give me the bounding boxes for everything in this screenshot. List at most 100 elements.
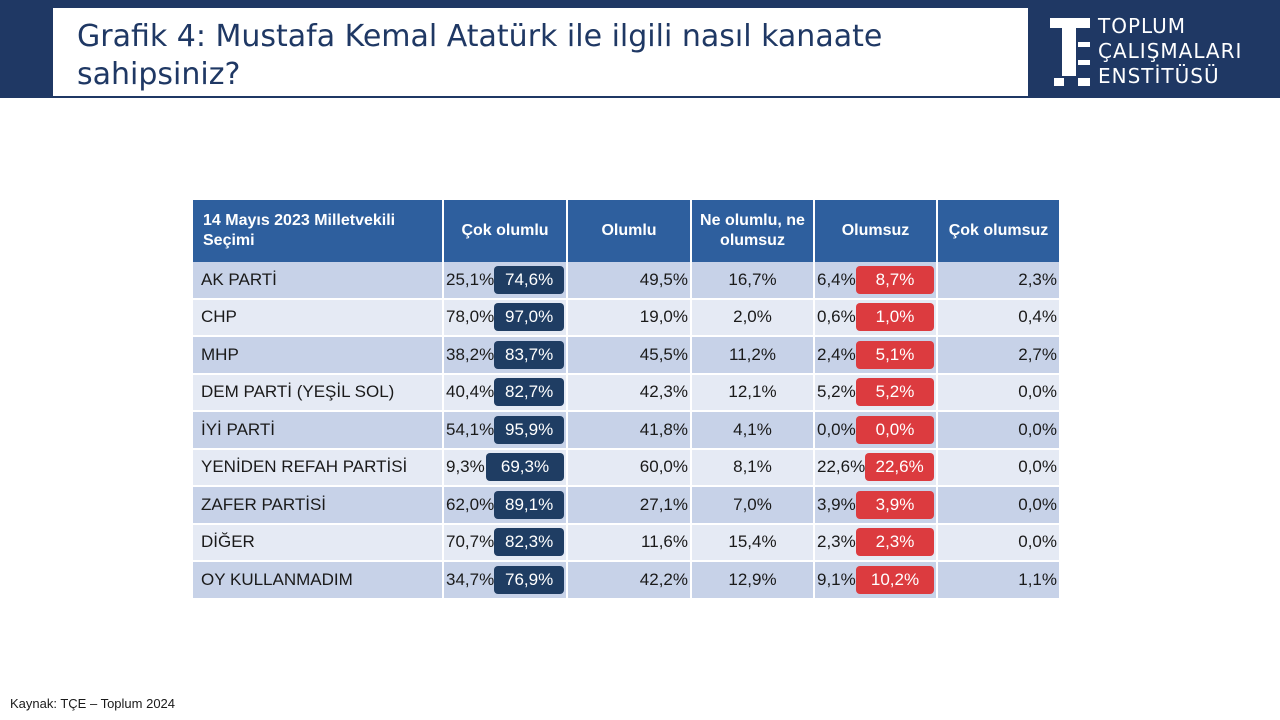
header-olumsuz: Olumsuz	[814, 200, 938, 262]
negative-total-badge: 22,6%	[865, 453, 934, 482]
positive-total-badge: 83,7%	[494, 340, 564, 369]
table-row: DEM PARTİ (YEŞİL SOL) 40,4% 82,7% 42,3% 12,1…	[193, 373, 1061, 412]
negative-total-badge: 8,7%	[856, 265, 934, 294]
cok-olumsuz-cell: 1,1%	[937, 561, 1061, 600]
olumsuz-value: 5,2%	[817, 382, 856, 402]
olumsuz-value: 9,1%	[817, 569, 856, 589]
party-name-cell: AK PARTİ	[193, 262, 444, 300]
positive-total-badge: 76,9%	[494, 565, 564, 594]
slide-title: Grafik 4: Mustafa Kemal Atatürk ile ilgi…	[77, 19, 883, 92]
logo-line-2: ÇALIŞMALARI	[1098, 39, 1243, 63]
olumlu-cell: 42,2%	[567, 561, 692, 600]
header-cok-olumlu: Çok olumlu	[443, 200, 568, 262]
cok-olumlu-value: 38,2%	[446, 344, 495, 364]
negative-total-badge: 5,1%	[856, 340, 934, 369]
olumsuz-cell: 2,3% 2,3%	[814, 523, 938, 562]
institute-logo: TOPLUM ÇALIŞMALARI ENSTİTÜSÜ	[1040, 12, 1275, 90]
positive-total-badge: 82,3%	[494, 528, 564, 557]
positive-total-badge: 82,7%	[494, 378, 564, 407]
negative-total-badge: 10,2%	[856, 565, 934, 594]
olumsuz-value: 0,0%	[817, 419, 856, 439]
header-cok-olumsuz: Çok olumsuz	[937, 200, 1061, 262]
negative-total-badge: 3,9%	[856, 490, 934, 519]
olumlu-cell: 49,5%	[567, 262, 692, 300]
title-box: Grafik 4: Mustafa Kemal Atatürk ile ilgi…	[53, 8, 1028, 96]
cok-olumlu-value: 70,7%	[446, 532, 495, 552]
olumsuz-cell: 9,1% 10,2%	[814, 561, 938, 600]
cok-olumlu-value: 34,7%	[446, 569, 495, 589]
header-ne-olumlu-ne-olumsuz: Ne olumlu, ne olumsuz	[691, 200, 815, 262]
table-row: OY KULLANMADIM 34,7% 76,9% 42,2% 12,9% 9,1% 10…	[193, 561, 1061, 600]
cok-olumlu-value: 25,1%	[446, 269, 495, 289]
cok-olumlu-cell: 62,0% 89,1%	[443, 486, 568, 525]
olumsuz-value: 22,6%	[817, 457, 866, 477]
ne-olumlu-cell: 12,1%	[691, 373, 815, 412]
header-band: Grafik 4: Mustafa Kemal Atatürk ile ilgi…	[0, 0, 1280, 98]
olumsuz-cell: 22,6% 22,6%	[814, 448, 938, 487]
olumsuz-value: 2,4%	[817, 344, 856, 364]
olumlu-cell: 19,0%	[567, 298, 692, 337]
olumsuz-cell: 0,6% 1,0%	[814, 298, 938, 337]
olumsuz-value: 3,9%	[817, 494, 856, 514]
positive-total-badge: 74,6%	[494, 265, 564, 294]
olumsuz-value: 6,4%	[817, 269, 856, 289]
table-row: MHP 38,2% 83,7% 45,5% 11,2% 2,4% 5,1% 2,7%	[193, 336, 1061, 375]
cok-olumlu-cell: 25,1% 74,6%	[443, 262, 568, 300]
ne-olumlu-cell: 16,7%	[691, 262, 815, 300]
table-row: ZAFER PARTİSİ 62,0% 89,1% 27,1% 7,0% 3,9% 3,9%…	[193, 486, 1061, 525]
olumlu-cell: 27,1%	[567, 486, 692, 525]
cok-olumsuz-cell: 0,0%	[937, 486, 1061, 525]
olumsuz-cell: 0,0% 0,0%	[814, 411, 938, 450]
logo-line-3: ENSTİTÜSÜ	[1098, 64, 1220, 88]
logo-text: TOPLUM ÇALIŞMALARI ENSTİTÜSÜ	[1098, 14, 1278, 89]
cok-olumlu-value: 54,1%	[446, 419, 495, 439]
logo-mark-icon	[1050, 18, 1090, 86]
cok-olumsuz-cell: 2,3%	[937, 262, 1061, 300]
cok-olumlu-cell: 78,0% 97,0%	[443, 298, 568, 337]
ne-olumlu-cell: 7,0%	[691, 486, 815, 525]
cok-olumlu-cell: 70,7% 82,3%	[443, 523, 568, 562]
party-name-cell: DEM PARTİ (YEŞİL SOL)	[193, 373, 444, 412]
table-header-row: 14 Mayıs 2023 Milletvekili Seçimi Çok ol…	[193, 200, 1061, 262]
cok-olumlu-cell: 54,1% 95,9%	[443, 411, 568, 450]
positive-total-badge: 97,0%	[494, 303, 564, 332]
table-row: AK PARTİ 25,1% 74,6% 49,5% 16,7% 6,4% 8,7% 2,3%	[193, 262, 1061, 300]
ne-olumlu-cell: 8,1%	[691, 448, 815, 487]
cok-olumsuz-cell: 0,0%	[937, 448, 1061, 487]
opinion-table: 14 Mayıs 2023 Milletvekili Seçimi Çok ol…	[193, 200, 1061, 600]
cok-olumlu-cell: 9,3% 69,3%	[443, 448, 568, 487]
cok-olumsuz-cell: 0,0%	[937, 411, 1061, 450]
party-name-cell: YENİDEN REFAH PARTİSİ	[193, 448, 444, 487]
table-row: DİĞER 70,7% 82,3% 11,6% 15,4% 2,3% 2,3% 0,0%	[193, 523, 1061, 562]
cok-olumlu-value: 9,3%	[446, 457, 485, 477]
table-row: YENİDEN REFAH PARTİSİ 9,3% 69,3% 60,0% 8,1% 2…	[193, 448, 1061, 487]
olumlu-cell: 60,0%	[567, 448, 692, 487]
negative-total-badge: 1,0%	[856, 303, 934, 332]
cok-olumsuz-cell: 0,4%	[937, 298, 1061, 337]
negative-total-badge: 5,2%	[856, 378, 934, 407]
logo-line-1: TOPLUM	[1098, 14, 1187, 38]
negative-total-badge: 2,3%	[856, 528, 934, 557]
party-name-cell: CHP	[193, 298, 444, 337]
party-name-cell: İYİ PARTİ	[193, 411, 444, 450]
olumsuz-cell: 6,4% 8,7%	[814, 262, 938, 300]
ne-olumlu-cell: 11,2%	[691, 336, 815, 375]
olumsuz-value: 0,6%	[817, 307, 856, 327]
positive-total-badge: 69,3%	[486, 453, 564, 482]
cok-olumsuz-cell: 0,0%	[937, 373, 1061, 412]
positive-total-badge: 89,1%	[494, 490, 564, 519]
ne-olumlu-cell: 15,4%	[691, 523, 815, 562]
cok-olumlu-value: 62,0%	[446, 494, 495, 514]
table-row: CHP 78,0% 97,0% 19,0% 2,0% 0,6% 1,0% 0,4%	[193, 298, 1061, 337]
ne-olumlu-cell: 2,0%	[691, 298, 815, 337]
negative-total-badge: 0,0%	[856, 415, 934, 444]
positive-total-badge: 95,9%	[494, 415, 564, 444]
party-name-cell: DİĞER	[193, 523, 444, 562]
olumlu-cell: 11,6%	[567, 523, 692, 562]
olumsuz-cell: 5,2% 5,2%	[814, 373, 938, 412]
header-election: 14 Mayıs 2023 Milletvekili Seçimi	[193, 200, 444, 262]
party-name-cell: ZAFER PARTİSİ	[193, 486, 444, 525]
source-note: Kaynak: TÇE – Toplum 2024	[10, 696, 176, 711]
party-name-cell: OY KULLANMADIM	[193, 561, 444, 600]
olumlu-cell: 42,3%	[567, 373, 692, 412]
